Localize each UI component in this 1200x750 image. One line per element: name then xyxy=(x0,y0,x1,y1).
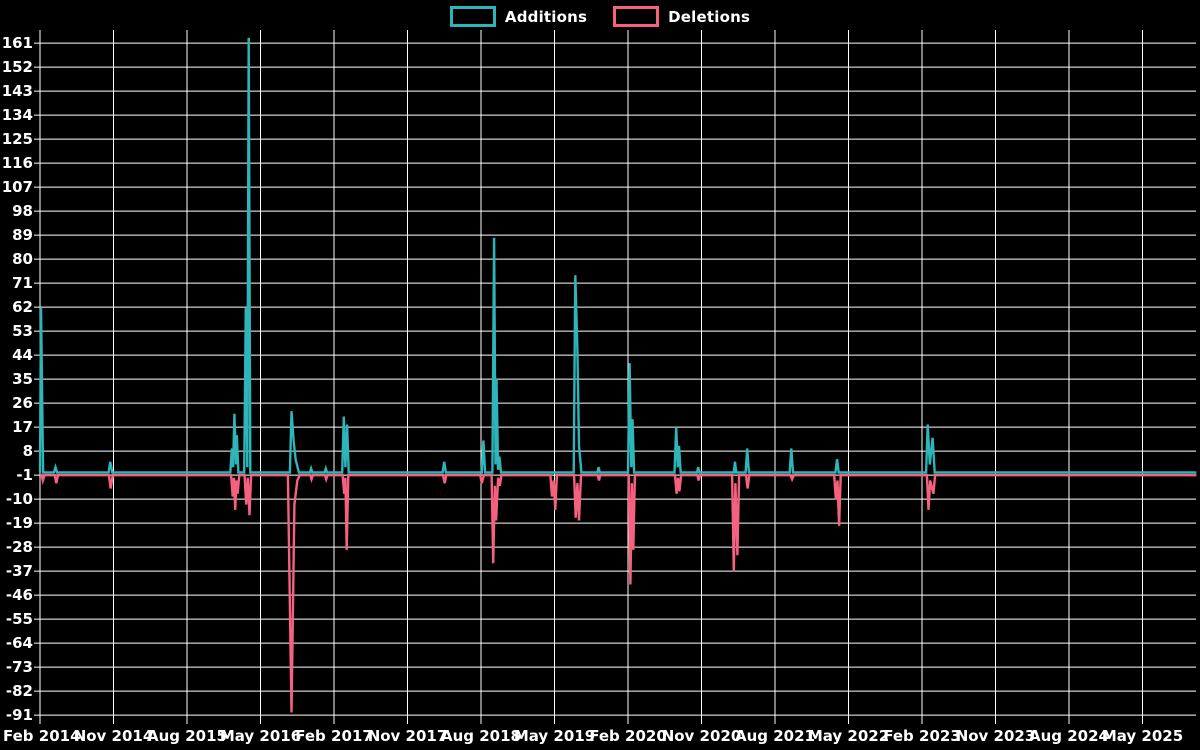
y-tick-label: 62 xyxy=(12,298,33,316)
x-tick-label: May 2016 xyxy=(220,727,301,745)
y-tick-label: -37 xyxy=(6,562,33,580)
x-tick-label: Aug 2015 xyxy=(147,727,227,745)
series-line-deletions xyxy=(40,474,1197,713)
y-tick-label: 134 xyxy=(2,106,33,124)
y-tick-label: -82 xyxy=(6,682,33,700)
y-tick-label: 161 xyxy=(2,34,33,52)
y-tick-label: -1 xyxy=(16,466,33,484)
additions-swatch-icon xyxy=(449,6,496,27)
x-tick-label: May 2022 xyxy=(808,727,889,745)
y-tick-label: 98 xyxy=(12,202,33,220)
x-tick-label: May 2025 xyxy=(1102,727,1183,745)
y-tick-label: 80 xyxy=(12,250,33,268)
x-tick-label: Nov 2014 xyxy=(74,727,154,745)
y-tick-label: 143 xyxy=(2,82,33,100)
y-tick-label: -46 xyxy=(6,586,33,604)
y-tick-label: 71 xyxy=(12,274,33,292)
y-tick-label: 107 xyxy=(2,178,33,196)
y-tick-label: 35 xyxy=(12,370,33,388)
y-tick-label: 44 xyxy=(12,346,33,364)
legend-item-additions[interactable]: Additions xyxy=(449,6,588,27)
legend-label-additions: Additions xyxy=(504,7,588,26)
legend-item-deletions[interactable]: Deletions xyxy=(613,6,750,27)
x-tick-label: Nov 2017 xyxy=(368,727,448,745)
y-tick-label: -28 xyxy=(6,538,33,556)
y-tick-label: 152 xyxy=(2,58,33,76)
x-tick-label: Aug 2024 xyxy=(1029,727,1109,745)
y-tick-label: 8 xyxy=(23,442,33,460)
y-tick-label: 26 xyxy=(12,394,33,412)
y-tick-label: 53 xyxy=(12,322,33,340)
x-tick-label: Aug 2018 xyxy=(441,727,521,745)
x-tick-label: Nov 2023 xyxy=(956,727,1036,745)
series-line-additions xyxy=(38,37,1197,474)
deletions-swatch-icon xyxy=(613,6,660,27)
y-tick-label: -10 xyxy=(6,490,33,508)
x-tick-label: Feb 2014 xyxy=(3,727,81,745)
y-tick-label: -55 xyxy=(6,610,33,628)
x-tick-label: Feb 2020 xyxy=(589,727,667,745)
x-tick-label: Aug 2021 xyxy=(735,727,815,745)
y-tick-label: 116 xyxy=(2,154,33,172)
y-tick-label: -91 xyxy=(6,706,33,724)
x-tick-label: Feb 2017 xyxy=(295,727,373,745)
x-tick-label: Feb 2023 xyxy=(883,727,961,745)
y-tick-label: -64 xyxy=(6,634,33,652)
legend-label-deletions: Deletions xyxy=(668,7,751,26)
chart-legend: Additions Deletions xyxy=(0,6,1200,27)
y-tick-label: -73 xyxy=(6,658,33,676)
y-tick-label: -19 xyxy=(6,514,33,532)
x-tick-label: May 2019 xyxy=(514,727,595,745)
x-tick-label: Nov 2020 xyxy=(662,727,742,745)
y-tick-label: 89 xyxy=(12,226,33,244)
y-tick-label: 17 xyxy=(12,418,33,436)
y-tick-label: 125 xyxy=(2,130,33,148)
